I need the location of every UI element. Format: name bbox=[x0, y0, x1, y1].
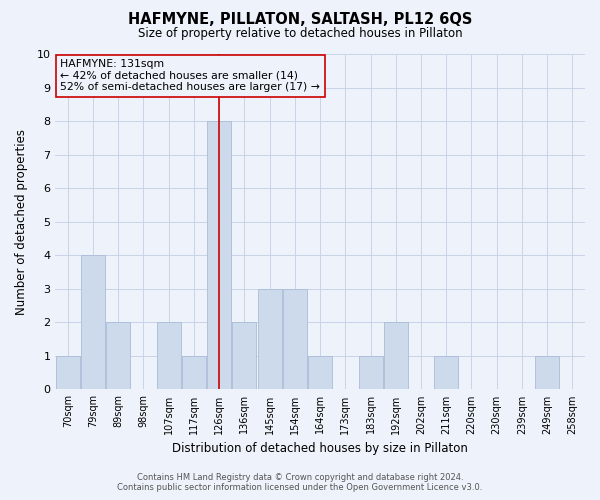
Text: Contains HM Land Registry data © Crown copyright and database right 2024.
Contai: Contains HM Land Registry data © Crown c… bbox=[118, 473, 482, 492]
Bar bbox=[232, 322, 256, 390]
Bar bbox=[157, 322, 181, 390]
Bar bbox=[257, 289, 281, 390]
Bar bbox=[106, 322, 130, 390]
Bar bbox=[434, 356, 458, 390]
Bar bbox=[182, 356, 206, 390]
Bar bbox=[56, 356, 80, 390]
Bar bbox=[283, 289, 307, 390]
Text: HAFMYNE: 131sqm
← 42% of detached houses are smaller (14)
52% of semi-detached h: HAFMYNE: 131sqm ← 42% of detached houses… bbox=[61, 59, 320, 92]
Bar bbox=[81, 256, 105, 390]
Text: HAFMYNE, PILLATON, SALTASH, PL12 6QS: HAFMYNE, PILLATON, SALTASH, PL12 6QS bbox=[128, 12, 472, 28]
Bar bbox=[535, 356, 559, 390]
Bar bbox=[384, 322, 408, 390]
Text: Size of property relative to detached houses in Pillaton: Size of property relative to detached ho… bbox=[137, 28, 463, 40]
Y-axis label: Number of detached properties: Number of detached properties bbox=[15, 128, 28, 314]
X-axis label: Distribution of detached houses by size in Pillaton: Distribution of detached houses by size … bbox=[172, 442, 468, 455]
Bar bbox=[308, 356, 332, 390]
Bar bbox=[359, 356, 383, 390]
Bar bbox=[207, 121, 231, 390]
